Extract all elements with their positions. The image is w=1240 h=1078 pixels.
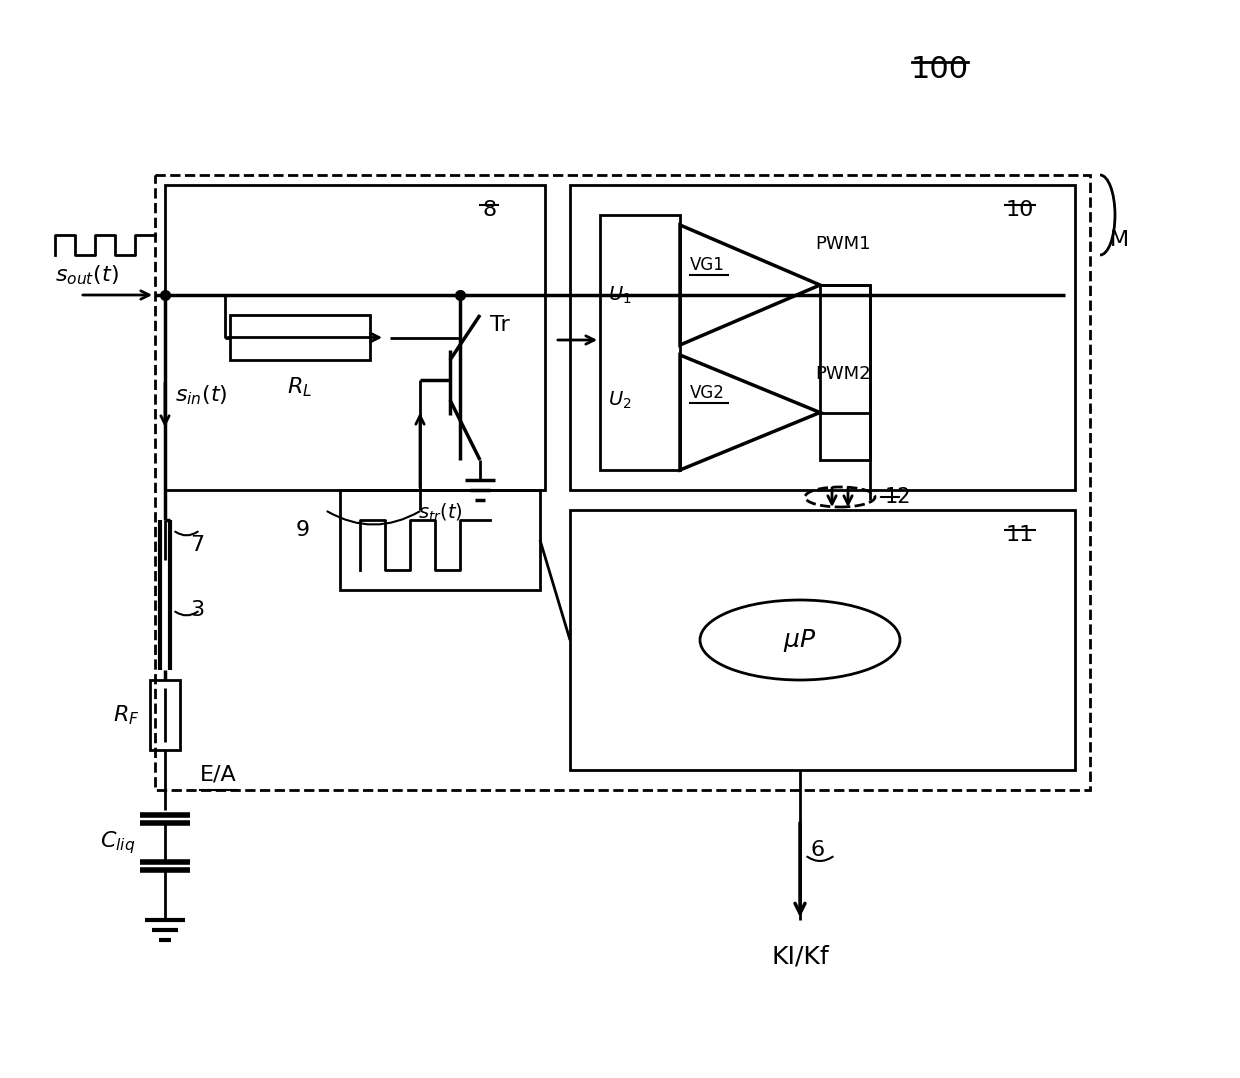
Text: $R_F$: $R_F$ [113, 703, 140, 727]
Text: $s_{tr}(t)$: $s_{tr}(t)$ [418, 502, 463, 524]
Text: 10: 10 [1006, 201, 1034, 220]
Text: $C_{liq}$: $C_{liq}$ [99, 829, 135, 856]
Text: M: M [1110, 230, 1130, 250]
Text: 7: 7 [190, 535, 205, 555]
Text: E/A: E/A [200, 765, 237, 785]
Text: Tr: Tr [490, 315, 510, 335]
Text: $\mu P$: $\mu P$ [784, 626, 817, 653]
Text: $U_1$: $U_1$ [608, 285, 631, 306]
Text: $s_{in}(t)$: $s_{in}(t)$ [175, 383, 227, 406]
Text: 8: 8 [482, 201, 497, 220]
Text: $R_L$: $R_L$ [288, 375, 312, 399]
Text: VG2: VG2 [689, 384, 725, 401]
Text: KI/Kf: KI/Kf [771, 945, 828, 969]
Text: PWM1: PWM1 [815, 235, 870, 253]
Text: VG1: VG1 [689, 255, 725, 274]
Text: 9: 9 [296, 520, 310, 540]
Text: $U_2$: $U_2$ [608, 389, 631, 411]
Text: $s_{out}(t)$: $s_{out}(t)$ [55, 263, 119, 287]
Text: PWM2: PWM2 [815, 365, 870, 383]
Text: 11: 11 [1006, 525, 1034, 545]
Text: 3: 3 [190, 600, 205, 620]
Text: 6: 6 [810, 840, 825, 860]
Text: 100: 100 [911, 55, 970, 84]
Text: 12: 12 [885, 487, 911, 507]
